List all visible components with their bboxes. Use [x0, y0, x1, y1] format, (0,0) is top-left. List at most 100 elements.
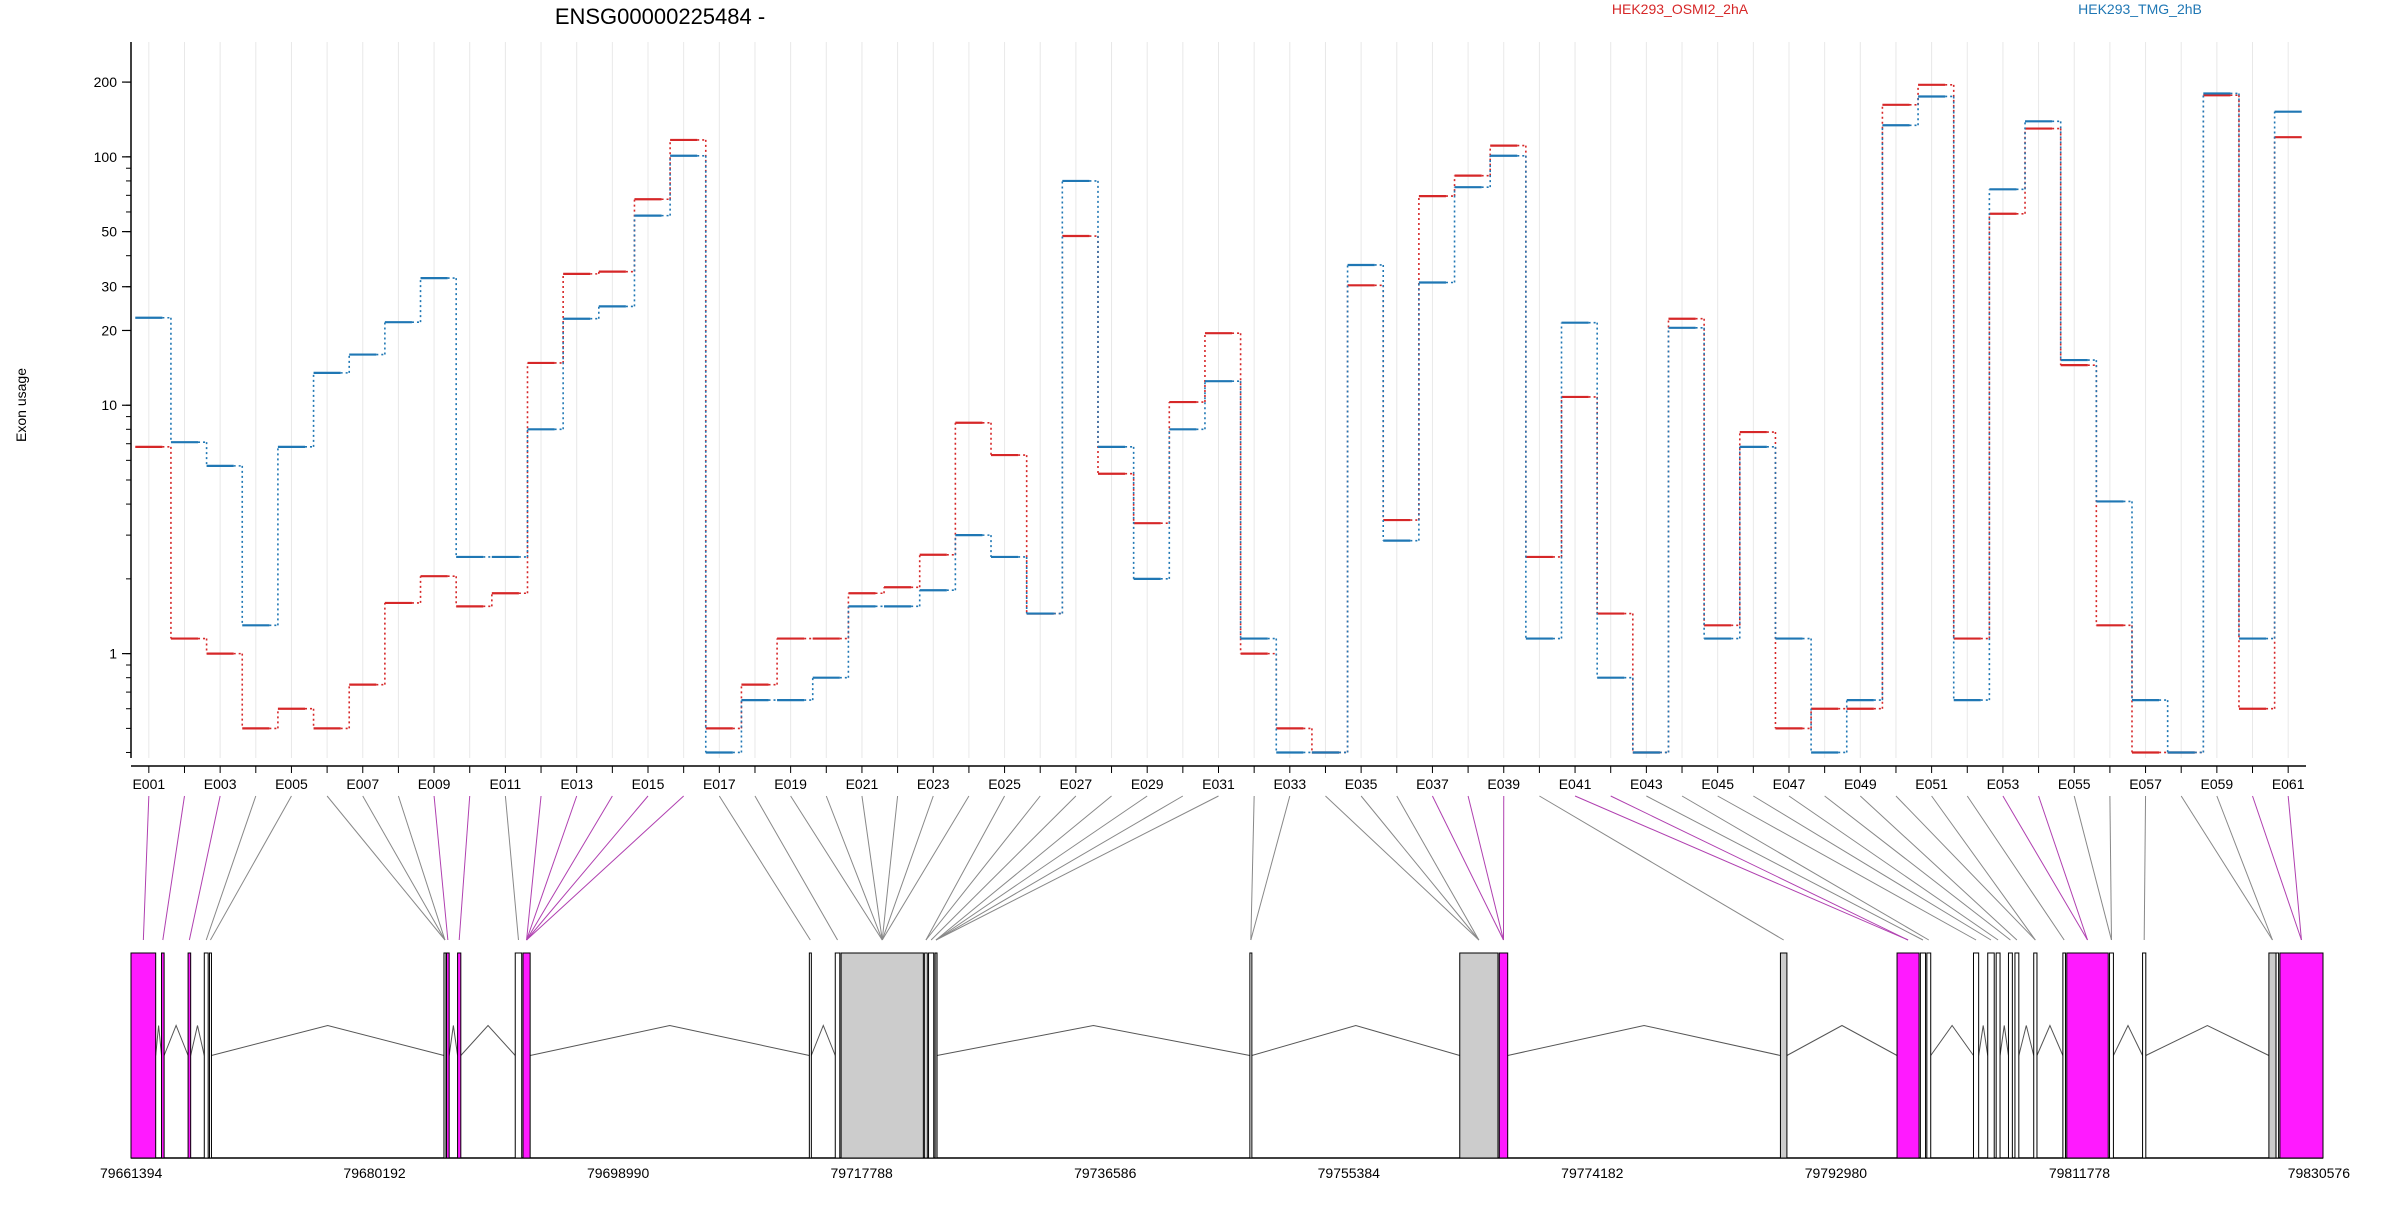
exon-connector-line [1325, 796, 1478, 940]
exon-box [1973, 953, 1978, 1158]
intron-line [530, 1026, 809, 1056]
exon-box [2067, 953, 2108, 1158]
exon-connector-line [1575, 796, 1908, 940]
exon-connector-line [1251, 796, 1290, 940]
exon-box [204, 953, 208, 1158]
x-tick-label: E051 [1915, 776, 1948, 792]
genome-tick-label: 79661394 [100, 1165, 163, 1181]
exon-connector-line [936, 796, 1112, 940]
genome-tick-label: 79736586 [1074, 1165, 1137, 1181]
exon-connector-line [931, 796, 1076, 940]
exon-box [809, 953, 811, 1158]
x-tick-label: E033 [1273, 776, 1306, 792]
intron-line [461, 1026, 515, 1056]
y-axis-label: Exon usage [13, 368, 29, 442]
intron-line [2146, 1026, 2269, 1056]
intron-line [449, 1026, 457, 1056]
exon-connector-line [189, 796, 220, 940]
y-tick-label: 1 [109, 646, 117, 662]
x-tick-label: E053 [1987, 776, 2020, 792]
x-tick-label: E059 [2201, 776, 2234, 792]
exon-connector-line [1718, 796, 1976, 940]
exon-connector-line [2181, 796, 2272, 940]
x-tick-label: E023 [917, 776, 950, 792]
exon-connector-line [936, 796, 1219, 940]
x-tick-label: E055 [2058, 776, 2091, 792]
exon-box [2276, 953, 2279, 1158]
x-tick-label: E027 [1060, 776, 1093, 792]
exon-box [1780, 953, 1786, 1158]
intron-line [1508, 1026, 1781, 1056]
exon-connector-line [2253, 796, 2302, 940]
x-tick-label: E041 [1559, 776, 1592, 792]
genome-tick-label: 79680192 [343, 1165, 406, 1181]
exon-box [1499, 953, 1507, 1158]
exon-connector-line [327, 796, 445, 940]
exon-connector-line [1789, 796, 1998, 940]
exon-box [447, 953, 450, 1158]
x-tick-label: E025 [988, 776, 1021, 792]
exon-box [209, 953, 211, 1158]
intron-line [2019, 1026, 2034, 1056]
exon-connector-line [862, 796, 882, 940]
exon-box [2008, 953, 2012, 1158]
intron-line [2037, 1026, 2063, 1056]
exon-box [841, 953, 923, 1158]
exon-connector-line [1361, 796, 1479, 940]
exon-box [131, 953, 156, 1158]
exon-box [444, 953, 446, 1158]
x-tick-label: E009 [418, 776, 451, 792]
exon-connector-line [826, 796, 882, 940]
x-tick-label: E029 [1131, 776, 1164, 792]
intron-line [2113, 1026, 2142, 1056]
exon-box [162, 953, 165, 1158]
exon-connector-line [206, 796, 256, 940]
exon-box [1988, 953, 1994, 1158]
exon-connector-line [936, 796, 1183, 940]
exon-box [1250, 953, 1252, 1158]
exon-box [2143, 953, 2146, 1158]
exon-box [2280, 953, 2323, 1158]
x-tick-label: E031 [1202, 776, 1235, 792]
intron-line [1931, 1026, 1974, 1056]
genome-tick-label: 79717788 [831, 1165, 894, 1181]
exon-box [2034, 953, 2037, 1158]
x-tick-label: E049 [1844, 776, 1877, 792]
exon-box [1920, 953, 1925, 1158]
exon-connector-line [2144, 796, 2145, 940]
exon-connector-line [210, 796, 291, 940]
intron-line [2000, 1026, 2008, 1056]
x-tick-label: E045 [1701, 776, 1734, 792]
x-tick-label: E061 [2272, 776, 2305, 792]
intron-line [811, 1026, 835, 1056]
exon-connector-line [398, 796, 445, 940]
intron-line [211, 1026, 444, 1056]
intron-line [937, 1026, 1250, 1056]
x-tick-label: E043 [1630, 776, 1663, 792]
legend-entry-osmi2: HEK293_OSMI2_2hA [1612, 1, 1749, 17]
exon-box [1897, 953, 1919, 1158]
exon-connector-line [926, 796, 1005, 940]
exon-box [1927, 953, 1931, 1158]
genome-tick-label: 79755384 [1318, 1165, 1381, 1181]
y-tick-label: 30 [101, 279, 117, 295]
exon-connector-line [1468, 796, 1503, 940]
y-tick-label: 50 [101, 224, 117, 240]
exon-connector-line [1682, 796, 1929, 940]
exon-connector-line [2110, 796, 2112, 940]
intron-line [1787, 1026, 1897, 1056]
y-tick-label: 200 [94, 74, 118, 90]
genome-tick-label: 79811778 [2049, 1165, 2110, 1181]
exon-connector-line [434, 796, 448, 940]
x-tick-label: E057 [2129, 776, 2162, 792]
intron-line [156, 1026, 162, 1056]
y-tick-label: 20 [101, 322, 117, 338]
exon-connector-line [527, 796, 684, 940]
x-tick-label: E019 [774, 776, 807, 792]
exon-connector-line [1646, 796, 1923, 940]
x-tick-label: E037 [1416, 776, 1449, 792]
intron-line [164, 1026, 188, 1056]
exon-connector-line [1611, 796, 1908, 940]
x-tick-label: E007 [346, 776, 379, 792]
